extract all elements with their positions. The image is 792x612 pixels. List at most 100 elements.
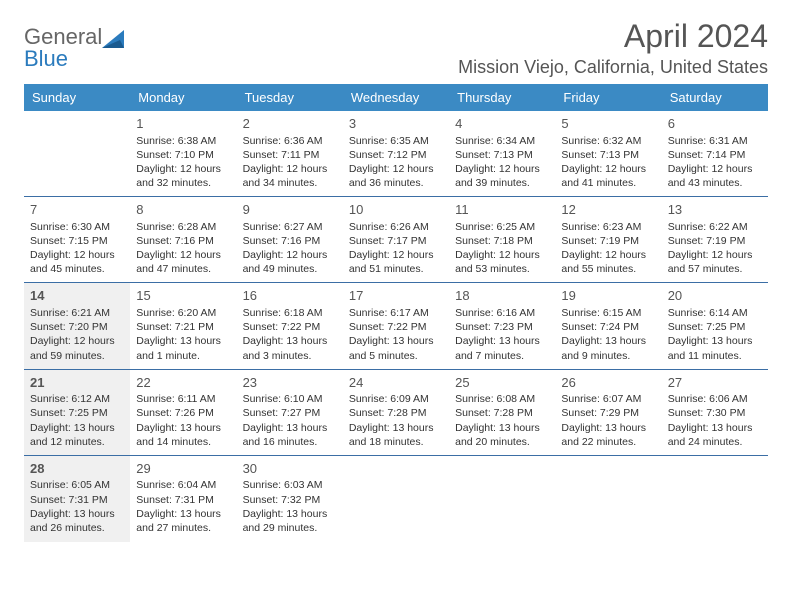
day-number: 23 <box>243 374 337 392</box>
cell-line: Daylight: 12 hours <box>668 162 762 176</box>
cell-line: Daylight: 12 hours <box>136 248 230 262</box>
cell-line: Sunset: 7:13 PM <box>455 148 549 162</box>
day-number: 2 <box>243 115 337 133</box>
cell-line: and 24 minutes. <box>668 435 762 449</box>
logo-text-top: General <box>24 26 102 48</box>
cell-line: and 26 minutes. <box>30 521 124 535</box>
calendar-cell: 14Sunrise: 6:21 AMSunset: 7:20 PMDayligh… <box>24 283 130 368</box>
cell-line: Sunrise: 6:04 AM <box>136 478 230 492</box>
calendar-row: 28Sunrise: 6:05 AMSunset: 7:31 PMDayligh… <box>24 456 768 542</box>
calendar-cell: 25Sunrise: 6:08 AMSunset: 7:28 PMDayligh… <box>449 370 555 455</box>
cell-line: and 3 minutes. <box>243 349 337 363</box>
cell-line: Sunrise: 6:32 AM <box>561 134 655 148</box>
calendar-cell: 10Sunrise: 6:26 AMSunset: 7:17 PMDayligh… <box>343 197 449 282</box>
cell-line: and 39 minutes. <box>455 176 549 190</box>
cell-line: Sunrise: 6:23 AM <box>561 220 655 234</box>
cell-line: and 36 minutes. <box>349 176 443 190</box>
cell-line: and 51 minutes. <box>349 262 443 276</box>
cell-line: Daylight: 12 hours <box>136 162 230 176</box>
day-number: 12 <box>561 201 655 219</box>
cell-line: Daylight: 13 hours <box>668 334 762 348</box>
calendar-cell: 18Sunrise: 6:16 AMSunset: 7:23 PMDayligh… <box>449 283 555 368</box>
calendar-cell <box>555 456 661 542</box>
cell-line: Sunrise: 6:35 AM <box>349 134 443 148</box>
calendar-cell: 1Sunrise: 6:38 AMSunset: 7:10 PMDaylight… <box>130 111 236 196</box>
day-number: 5 <box>561 115 655 133</box>
cell-line: Daylight: 12 hours <box>455 162 549 176</box>
cell-line: and 7 minutes. <box>455 349 549 363</box>
cell-line: Sunset: 7:28 PM <box>455 406 549 420</box>
day-header: Monday <box>130 84 236 111</box>
cell-line: Daylight: 12 hours <box>243 162 337 176</box>
day-number: 6 <box>668 115 762 133</box>
calendar-cell: 27Sunrise: 6:06 AMSunset: 7:30 PMDayligh… <box>662 370 768 455</box>
cell-line: Sunrise: 6:16 AM <box>455 306 549 320</box>
calendar-cell: 7Sunrise: 6:30 AMSunset: 7:15 PMDaylight… <box>24 197 130 282</box>
cell-line: and 53 minutes. <box>455 262 549 276</box>
logo-text-bottom: Blue <box>24 48 102 70</box>
cell-line: Daylight: 13 hours <box>349 334 443 348</box>
cell-line: and 41 minutes. <box>561 176 655 190</box>
cell-line: Sunset: 7:12 PM <box>349 148 443 162</box>
cell-line: Sunset: 7:14 PM <box>668 148 762 162</box>
cell-line: Daylight: 12 hours <box>30 334 124 348</box>
day-number: 28 <box>30 460 124 478</box>
cell-line: and 12 minutes. <box>30 435 124 449</box>
cell-line: and 43 minutes. <box>668 176 762 190</box>
calendar-cell: 22Sunrise: 6:11 AMSunset: 7:26 PMDayligh… <box>130 370 236 455</box>
calendar-cell: 16Sunrise: 6:18 AMSunset: 7:22 PMDayligh… <box>237 283 343 368</box>
cell-line: Daylight: 12 hours <box>349 248 443 262</box>
cell-line: Sunrise: 6:27 AM <box>243 220 337 234</box>
day-number: 21 <box>30 374 124 392</box>
cell-line: Daylight: 12 hours <box>561 248 655 262</box>
cell-line: and 47 minutes. <box>136 262 230 276</box>
calendar-row: 7Sunrise: 6:30 AMSunset: 7:15 PMDaylight… <box>24 197 768 283</box>
header: General Blue April 2024 Mission Viejo, C… <box>24 18 768 78</box>
cell-line: Sunrise: 6:05 AM <box>30 478 124 492</box>
cell-line: and 32 minutes. <box>136 176 230 190</box>
day-number: 29 <box>136 460 230 478</box>
day-number: 30 <box>243 460 337 478</box>
cell-line: Daylight: 12 hours <box>455 248 549 262</box>
cell-line: Daylight: 13 hours <box>30 507 124 521</box>
cell-line: Daylight: 13 hours <box>455 421 549 435</box>
cell-line: Sunset: 7:15 PM <box>30 234 124 248</box>
day-number: 15 <box>136 287 230 305</box>
calendar-cell <box>24 111 130 196</box>
logo: General Blue <box>24 26 128 70</box>
cell-line: and 16 minutes. <box>243 435 337 449</box>
cell-line: and 22 minutes. <box>561 435 655 449</box>
calendar-cell: 5Sunrise: 6:32 AMSunset: 7:13 PMDaylight… <box>555 111 661 196</box>
cell-line: Daylight: 13 hours <box>136 334 230 348</box>
calendar-cell: 12Sunrise: 6:23 AMSunset: 7:19 PMDayligh… <box>555 197 661 282</box>
cell-line: Sunset: 7:10 PM <box>136 148 230 162</box>
cell-line: Sunset: 7:29 PM <box>561 406 655 420</box>
cell-line: Sunrise: 6:10 AM <box>243 392 337 406</box>
day-number: 27 <box>668 374 762 392</box>
cell-line: Daylight: 12 hours <box>668 248 762 262</box>
day-number: 18 <box>455 287 549 305</box>
calendar: SundayMondayTuesdayWednesdayThursdayFrid… <box>24 84 768 542</box>
cell-line: Daylight: 13 hours <box>668 421 762 435</box>
cell-line: Sunset: 7:28 PM <box>349 406 443 420</box>
cell-line: Sunrise: 6:07 AM <box>561 392 655 406</box>
cell-line: Sunset: 7:16 PM <box>136 234 230 248</box>
cell-line: Sunrise: 6:34 AM <box>455 134 549 148</box>
cell-line: Sunrise: 6:31 AM <box>668 134 762 148</box>
cell-line: Sunrise: 6:15 AM <box>561 306 655 320</box>
cell-line: Daylight: 12 hours <box>349 162 443 176</box>
day-header: Sunday <box>24 84 130 111</box>
cell-line: Sunrise: 6:28 AM <box>136 220 230 234</box>
page-title: April 2024 <box>458 18 768 55</box>
cell-line: Sunset: 7:16 PM <box>243 234 337 248</box>
cell-line: Sunrise: 6:12 AM <box>30 392 124 406</box>
day-number: 14 <box>30 287 124 305</box>
day-header: Wednesday <box>343 84 449 111</box>
day-number: 26 <box>561 374 655 392</box>
calendar-row: 21Sunrise: 6:12 AMSunset: 7:25 PMDayligh… <box>24 370 768 456</box>
cell-line: and 18 minutes. <box>349 435 443 449</box>
cell-line: Sunset: 7:19 PM <box>668 234 762 248</box>
day-header: Tuesday <box>237 84 343 111</box>
cell-line: Daylight: 13 hours <box>455 334 549 348</box>
calendar-cell: 4Sunrise: 6:34 AMSunset: 7:13 PMDaylight… <box>449 111 555 196</box>
